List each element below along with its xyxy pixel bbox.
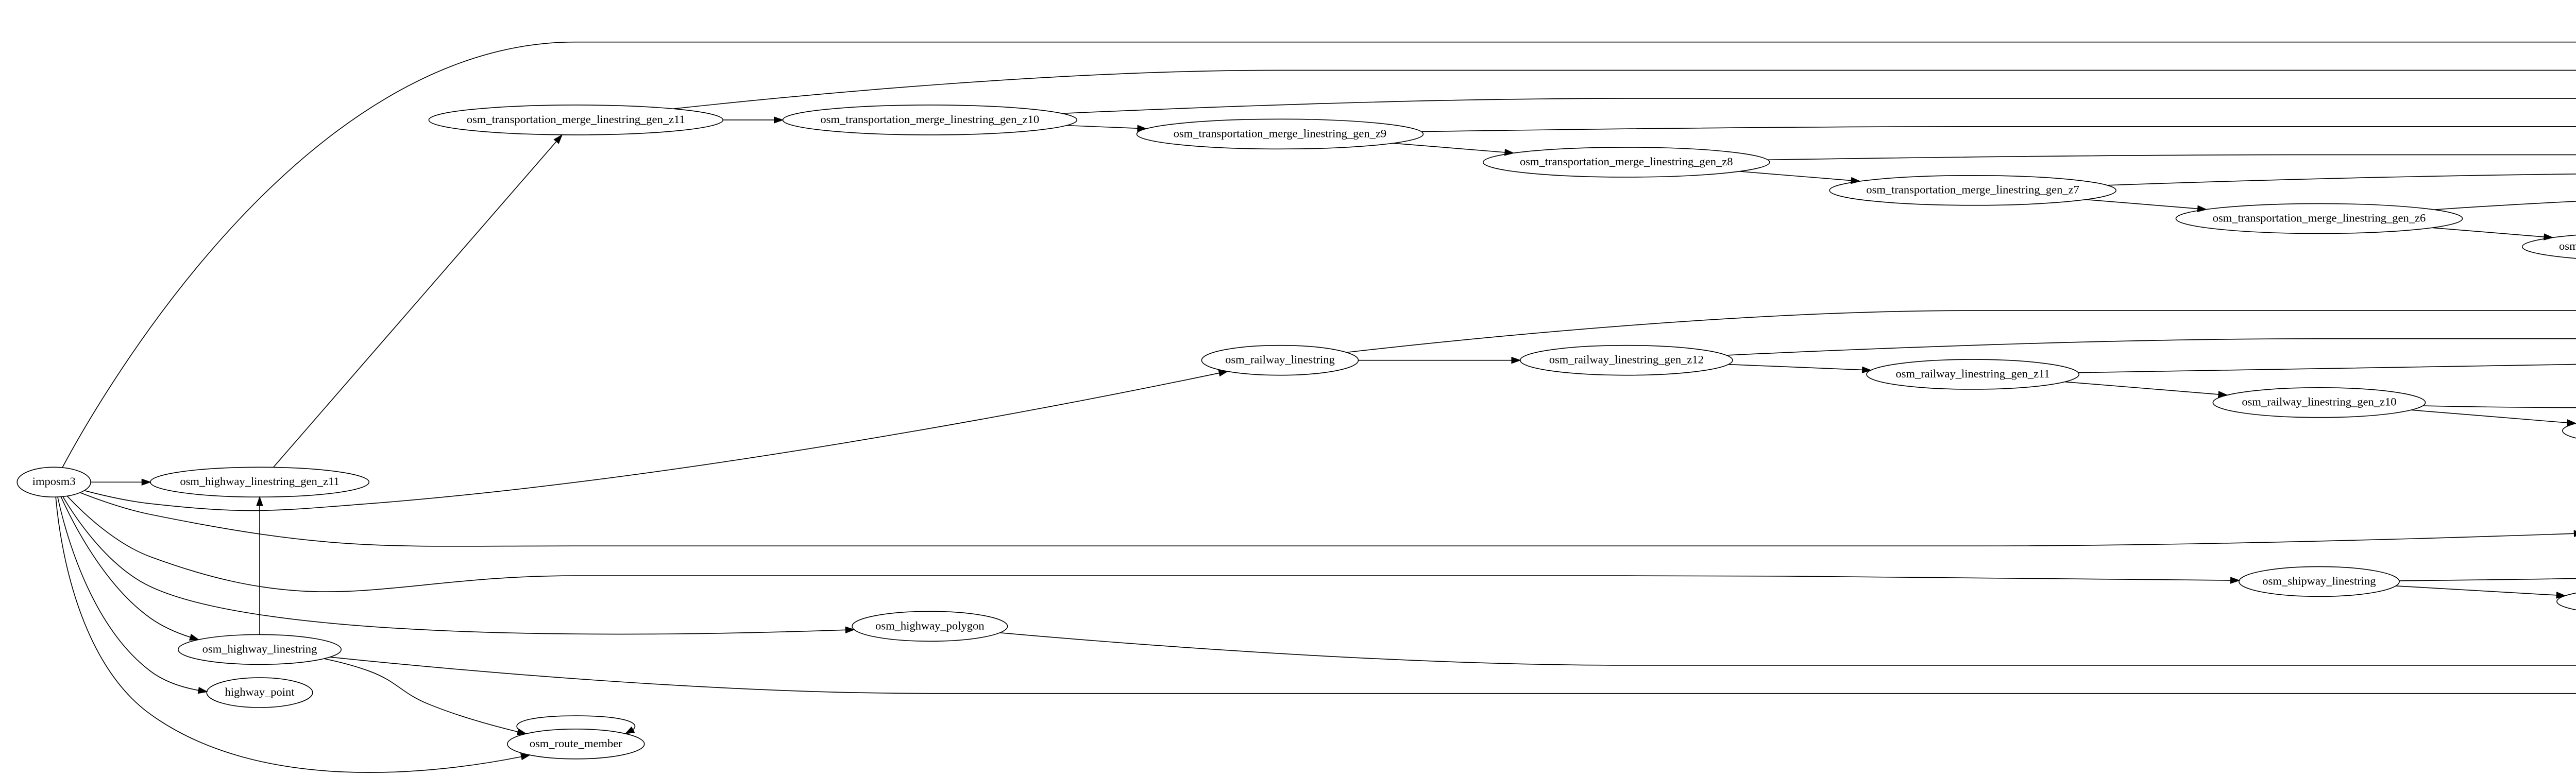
svg-text:osm_highway_linestring: osm_highway_linestring — [202, 642, 317, 655]
svg-text:osm_transportation_merge_lines: osm_transportation_merge_linestring_gen_… — [467, 113, 685, 126]
svg-text:osm_transportation_merge_lines: osm_transportation_merge_linestring_gen_… — [1520, 155, 1733, 168]
svg-text:osm_railway_linestring_gen_z12: osm_railway_linestring_gen_z12 — [1549, 353, 1704, 366]
svg-text:osm_highway_linestring_gen_z11: osm_highway_linestring_gen_z11 — [180, 475, 339, 488]
svg-text:osm_transportation_merge_lines: osm_transportation_merge_linestring_gen_… — [2559, 239, 2576, 252]
svg-text:osm_transportation_merge_lines: osm_transportation_merge_linestring_gen_… — [1174, 127, 1387, 140]
svg-text:osm_railway_linestring: osm_railway_linestring — [1225, 353, 1335, 366]
svg-text:highway_point: highway_point — [225, 685, 295, 698]
svg-text:osm_railway_linestring_gen_z11: osm_railway_linestring_gen_z11 — [1895, 367, 2049, 380]
svg-text:imposm3: imposm3 — [32, 475, 76, 488]
svg-text:osm_transportation_merge_lines: osm_transportation_merge_linestring_gen_… — [820, 113, 1039, 126]
svg-text:osm_shipway_linestring: osm_shipway_linestring — [2262, 574, 2376, 587]
svg-text:osm_transportation_merge_lines: osm_transportation_merge_linestring_gen_… — [2213, 211, 2426, 224]
svg-text:osm_highway_polygon: osm_highway_polygon — [875, 619, 984, 632]
svg-text:osm_railway_linestring_gen_z10: osm_railway_linestring_gen_z10 — [2242, 395, 2396, 408]
svg-text:osm_route_member: osm_route_member — [530, 737, 623, 750]
svg-text:osm_transportation_merge_lines: osm_transportation_merge_linestring_gen_… — [1866, 183, 2079, 196]
